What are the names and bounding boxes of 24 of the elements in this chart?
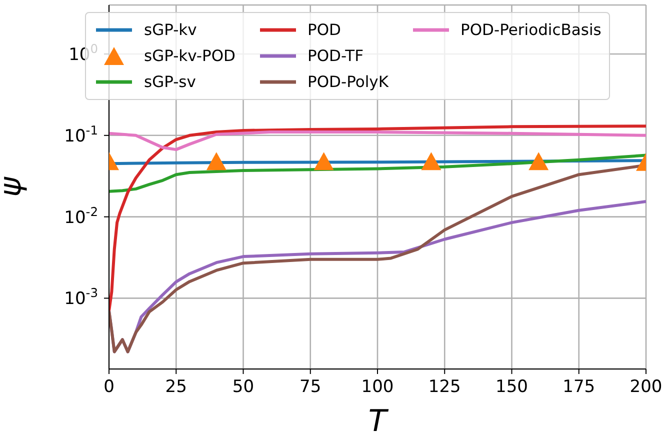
line-series <box>109 154 646 193</box>
legend-label: sGP-kv <box>144 21 197 39</box>
legend-label: POD-PolyK <box>308 73 388 91</box>
x-tick-label: 50 <box>232 377 254 397</box>
legend-label: POD <box>308 21 341 39</box>
y-tick-label: 10$^{-1}$ <box>64 123 98 146</box>
line-series <box>109 130 646 152</box>
y-axis-title: ψ <box>0 176 29 197</box>
x-tick-label: 0 <box>104 377 114 397</box>
legend-label: POD-PeriodicBasis <box>460 21 602 39</box>
x-tick-label: 125 <box>428 377 461 397</box>
x-tick-label: 175 <box>562 377 596 397</box>
x-tick-label: 25 <box>165 377 187 397</box>
y-tick-label: 10$^{-2}$ <box>64 204 98 228</box>
legend-label: sGP-sv <box>144 73 196 91</box>
line-series <box>109 124 646 312</box>
x-tick-label: 200 <box>630 377 662 397</box>
x-tick-label: 150 <box>496 377 528 397</box>
x-tick-label: 75 <box>300 377 322 397</box>
x-axis-title: T <box>368 404 390 437</box>
legend-label: sGP-kv-POD <box>144 47 236 65</box>
legend-label: POD-TF <box>308 47 364 65</box>
x-tick-label: 100 <box>361 377 394 397</box>
y-tick-label: 10$^{-3}$ <box>64 286 98 310</box>
